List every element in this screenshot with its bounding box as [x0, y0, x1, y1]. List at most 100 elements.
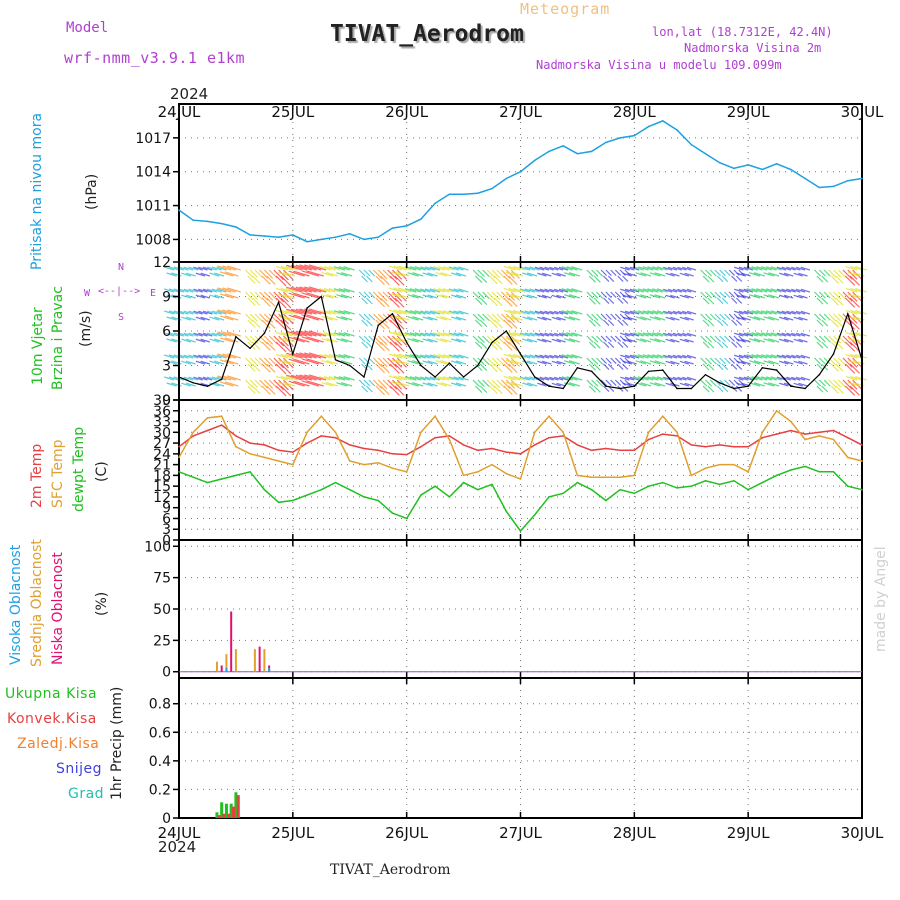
wind-arrow [412, 360, 424, 365]
wind-arrow [448, 310, 459, 315]
wind-arrow [244, 335, 254, 344]
wind-arrow [301, 270, 320, 277]
wind-arrow [624, 288, 635, 293]
wind-arrow [222, 287, 237, 293]
wind-arrow [793, 382, 803, 387]
wind-arrow [164, 266, 175, 271]
wind-arrow [647, 266, 659, 271]
wind-arrow [412, 382, 424, 387]
wind-arrow [600, 313, 608, 320]
wind-arrow [275, 287, 289, 293]
wind-arrow [847, 291, 858, 302]
temperature-point [320, 488, 323, 491]
wind-arrow [733, 376, 744, 381]
wind-arrow [656, 376, 668, 381]
wind-arrow [398, 265, 412, 271]
model-name: wrf-nmm_v3.9.1 e1km [64, 49, 246, 67]
temperature-point [348, 460, 351, 462]
wind-arrow [299, 374, 317, 381]
wind-arrow [566, 376, 578, 381]
wind-arrow [624, 354, 635, 359]
temperature-point [747, 470, 749, 473]
model-label: Model [66, 20, 109, 36]
wind-arrow [640, 382, 652, 387]
wind-arrow [195, 338, 206, 343]
wind-arrow [407, 360, 419, 365]
temperature-point [263, 488, 266, 491]
temperature-point [505, 451, 508, 453]
wind-point [235, 335, 237, 338]
pressure-point [263, 235, 266, 237]
pressure-point [747, 164, 749, 166]
wind-arrow [304, 330, 322, 337]
wind-arrow [414, 354, 426, 359]
wind-point [590, 370, 593, 373]
wind-arrow [633, 354, 644, 359]
wind-arrow [333, 376, 346, 381]
wind-arrow [849, 385, 860, 396]
y-tick-label: 0.4 [149, 754, 171, 770]
wind-arrow [382, 379, 393, 390]
wind-arrow [286, 374, 303, 381]
wind-point [363, 376, 365, 378]
wind-arrow [524, 288, 535, 293]
wind-arrow [791, 310, 801, 315]
wind-arrow [453, 310, 464, 315]
temperature-point [434, 415, 436, 417]
wind-arrow [647, 376, 659, 381]
wind-arrow [738, 376, 749, 381]
wind-arrow [795, 332, 806, 337]
wind-arrow [389, 363, 400, 374]
wind-arrow [477, 291, 485, 300]
wind-arrow [193, 310, 203, 315]
wind-arrow [849, 341, 860, 352]
wind-arrow [600, 291, 608, 298]
wind-arrow [404, 376, 417, 381]
wind-arrow [818, 379, 826, 387]
wind-arrow [494, 297, 503, 307]
temperature-point [790, 429, 792, 432]
wind-arrow [768, 272, 780, 277]
wind-arrow [181, 360, 192, 365]
wind-arrow [593, 319, 601, 327]
wind-arrow [394, 341, 405, 352]
wind-arrow [665, 360, 675, 365]
wind-arrow [195, 316, 206, 321]
wind-arrow [392, 291, 403, 302]
wind-arrow [407, 316, 419, 321]
wind-arrow [295, 330, 313, 337]
wind-point [775, 369, 778, 371]
wind-arrow [733, 332, 744, 337]
wind-point [505, 330, 508, 332]
wind-arrow [823, 313, 831, 321]
wind-arrow [252, 385, 261, 394]
wind-arrow [477, 335, 485, 344]
wind-arrow [842, 291, 853, 302]
wind-arrow [508, 275, 518, 285]
wind-arrow [249, 313, 259, 322]
wind-arrow [501, 379, 511, 389]
wind-arrow [252, 275, 261, 284]
wind-arrow [392, 335, 403, 346]
pressure-point [491, 187, 493, 190]
wind-arrow [571, 266, 583, 271]
wind-arrow [261, 363, 271, 373]
wind-arrow [299, 308, 317, 315]
temperature-point [605, 447, 607, 450]
wind-arrow [847, 379, 858, 390]
wind-arrow [437, 376, 450, 381]
wind-arrow [448, 266, 459, 271]
wind-arrow [249, 379, 259, 388]
wind-arrow [304, 352, 322, 359]
wind-arrow [249, 291, 259, 300]
wind-arrow [768, 360, 780, 365]
wind-arrow [619, 379, 626, 386]
wind-arrow [765, 332, 777, 337]
y-tick-label: 24 [153, 447, 171, 463]
wind-arrow [566, 354, 578, 359]
wind-arrow [328, 265, 341, 271]
temperature-point [320, 435, 323, 437]
pressure-point [661, 120, 664, 122]
wind-arrow [761, 354, 772, 359]
temperature-point [292, 451, 294, 453]
